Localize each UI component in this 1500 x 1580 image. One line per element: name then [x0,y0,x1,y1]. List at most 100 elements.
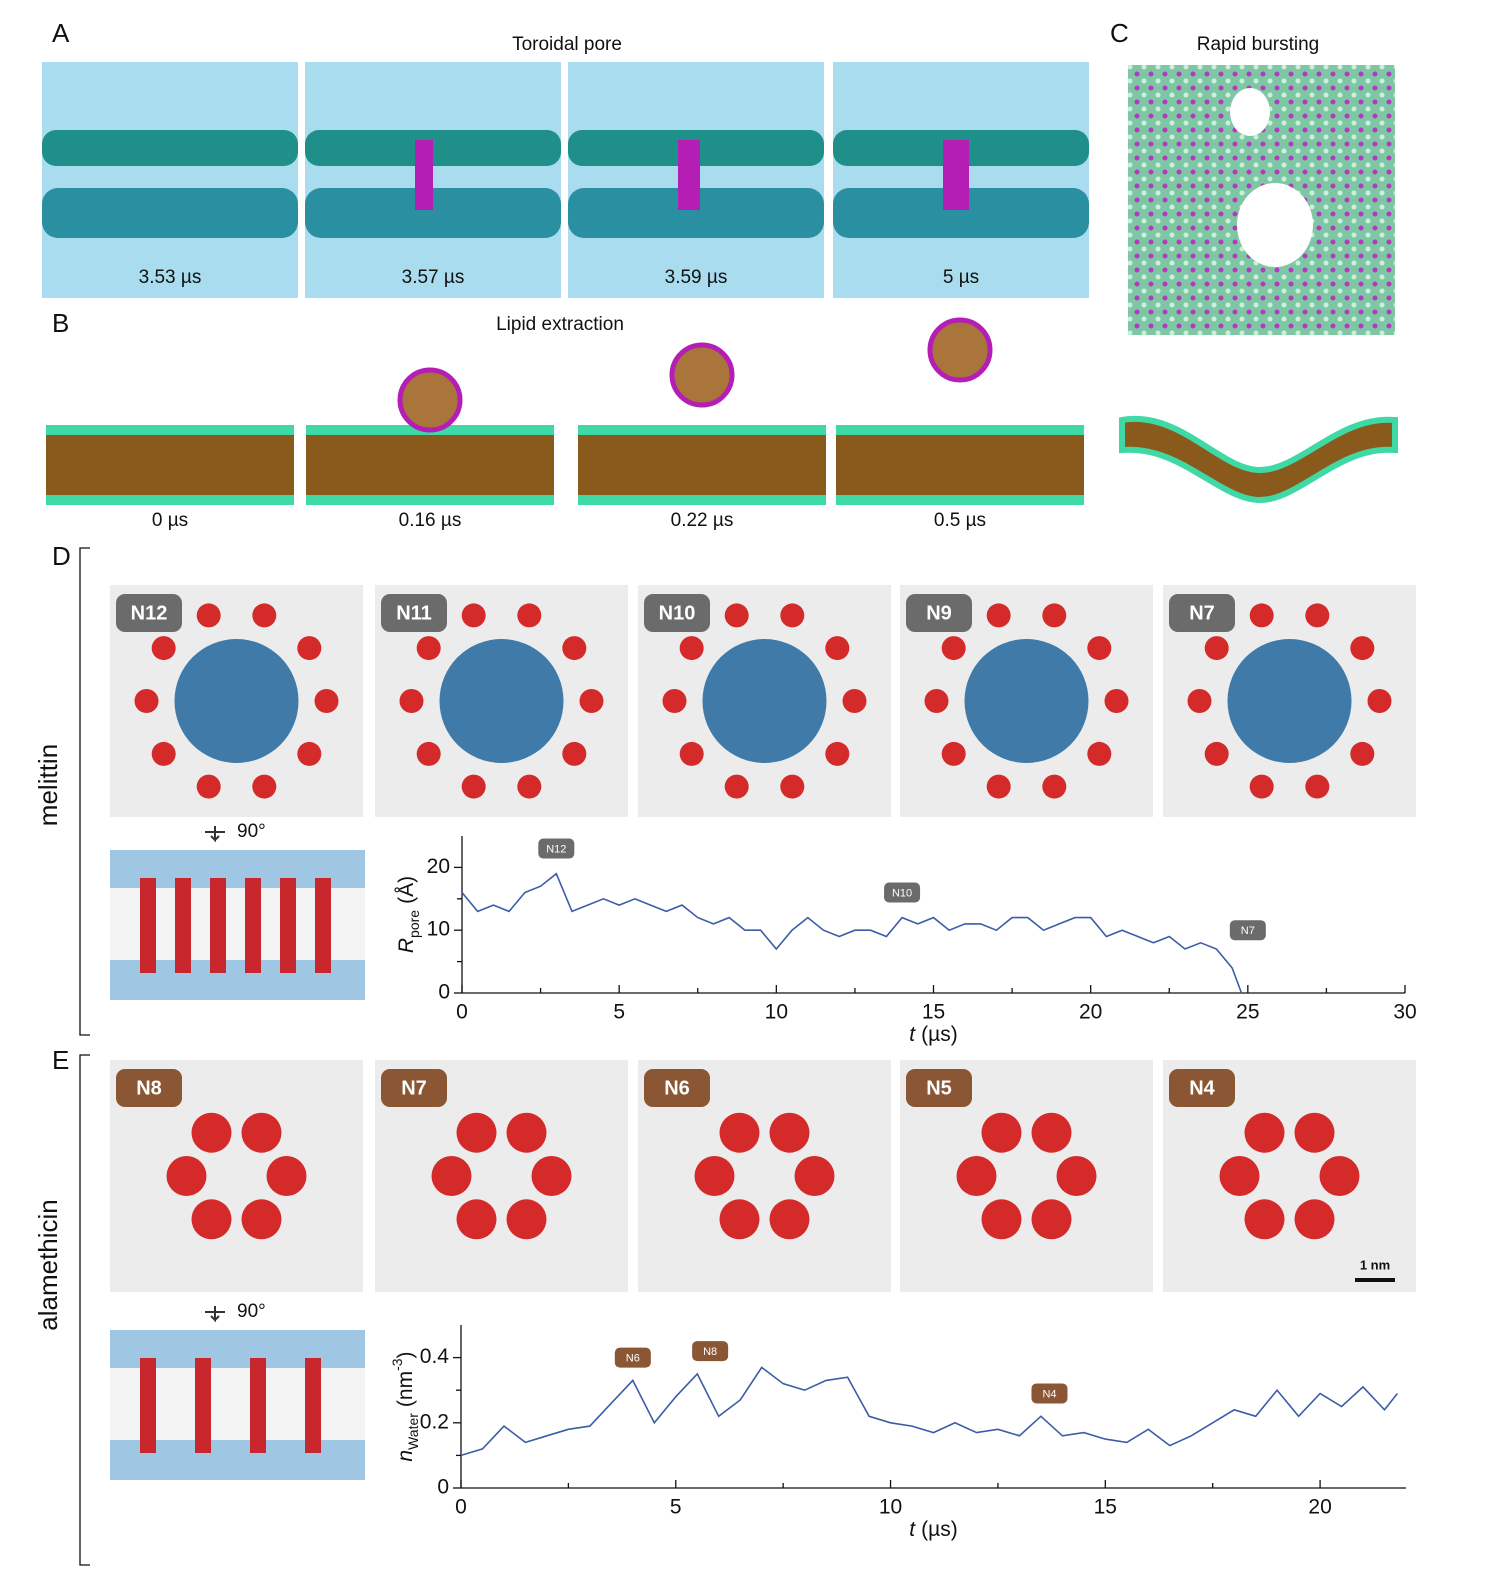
x-axis-label: t (µs) [909,1023,957,1046]
rotation-label: 90° [237,1301,266,1322]
helix [431,1156,472,1196]
headgroups [46,495,294,505]
annotation-label: N10 [892,887,912,899]
data-line [461,872,1243,994]
annotation-label: N4 [1042,1388,1056,1400]
x-tick-label: 25 [1236,1001,1259,1024]
peptide-label: melittin [33,744,63,826]
peptide [415,140,433,210]
y-label-symbol: R [395,938,418,953]
helix [956,1156,997,1196]
helix [1204,636,1229,661]
headgroups [578,495,826,505]
snapshot [578,425,826,505]
x-tick-label: 20 [1308,1496,1331,1519]
helix [1042,774,1067,799]
membrane-leaflet [42,188,298,238]
scale-label: 1 nm [1360,1257,1390,1272]
annotation-label: N8 [703,1346,717,1358]
helix [1204,741,1229,766]
helix [780,603,805,628]
headgroups [306,495,554,505]
y-label-superscript: -3 [389,1358,405,1371]
snapshot-label: N7 [401,1077,427,1099]
annotation-badge [538,838,575,859]
extracted-lipids [927,317,993,383]
y-tick-label: 20 [427,855,450,878]
helix [297,636,322,661]
time-label: 0.16 µs [399,510,462,531]
y-label-unit: (nm [394,1371,417,1407]
time-label: 0.22 µs [671,510,734,531]
x-tick-label: 0 [456,1001,468,1024]
helix [1244,1112,1285,1153]
rotation-icon [205,1306,225,1323]
annotation-badge [1031,1383,1068,1404]
annotation-badge [1229,920,1266,941]
pore-hole [1230,88,1270,136]
helix [825,741,850,766]
rotation-icon [205,826,225,843]
snapshot-label: N6 [664,1077,690,1099]
badge [381,1069,447,1107]
y-label-unit-end: ) [394,1351,417,1358]
helix [579,689,604,713]
helix [1104,689,1129,713]
helix [151,741,176,766]
rotation-label: 90° [237,821,266,842]
y-tick-label: 0.2 [420,1410,449,1433]
helix [825,636,850,661]
y-axis-label: Rpore (Å) [395,876,422,953]
x-label-symbol: t [909,1518,916,1541]
helix [1350,741,1375,766]
snapshot-label: N9 [926,602,952,624]
panel-letter: C [1110,18,1129,48]
helix [506,1112,547,1153]
y-label-subscript: Water [405,1413,421,1450]
membrane-leaflet [305,188,561,238]
water-pore [439,639,564,763]
helix-side [195,1358,211,1453]
badge [116,1069,182,1107]
helix [1031,1112,1072,1153]
helix [724,603,749,628]
helix [1031,1199,1072,1240]
annotation-label: N12 [546,843,566,855]
snapshot-label: N12 [131,602,168,624]
helix [517,603,542,628]
annotation-label: N6 [626,1353,640,1365]
helix [517,774,542,799]
helix [416,636,441,661]
x-label-unit: (µs) [921,1518,958,1541]
y-label-symbol: n [394,1450,417,1462]
helix [719,1199,760,1240]
helix [531,1156,572,1196]
helix [191,1199,232,1240]
helix [1249,603,1274,628]
helix [399,689,424,713]
helix [562,636,587,661]
x-label-symbol: t [909,1023,916,1046]
helix [297,741,322,766]
snapshot [46,425,294,505]
badge [1169,1069,1235,1107]
helix [241,1199,282,1240]
helix [941,741,966,766]
x-axis-label: t (µs) [909,1518,957,1541]
helix [134,689,159,713]
helix [456,1199,497,1240]
helix [1042,603,1067,628]
data-line [460,1366,1399,1457]
helix [266,1156,307,1196]
x-tick-label: 5 [613,1001,625,1024]
panel-title: Rapid bursting [1197,34,1320,55]
peptide-label: alamethicin [33,1199,63,1331]
helix [1367,689,1392,713]
y-axis-label: nWater (nm-3) [389,1351,421,1461]
y-tick-label: 10 [427,918,450,941]
helix [314,689,339,713]
helix [1249,774,1274,799]
x-tick-label: 30 [1393,1001,1416,1024]
helix [1305,603,1330,628]
helix [562,741,587,766]
